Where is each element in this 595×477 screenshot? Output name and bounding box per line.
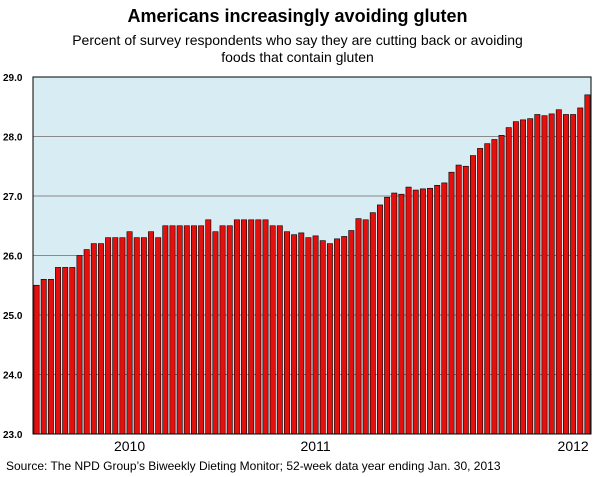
chart-title: Americans increasingly avoiding gluten xyxy=(127,6,468,26)
bar xyxy=(512,121,519,435)
bar xyxy=(212,231,219,435)
bar xyxy=(40,278,47,435)
bar xyxy=(570,114,577,435)
bar xyxy=(248,219,255,435)
bar xyxy=(241,219,247,435)
bar xyxy=(470,155,476,435)
bar xyxy=(362,219,369,435)
x-tick-label: 2012 xyxy=(558,438,589,454)
bar xyxy=(491,139,498,435)
subtitle-line-2: foods that contain gluten xyxy=(221,49,374,65)
bar xyxy=(462,165,469,435)
bar xyxy=(484,143,491,435)
y-tick-label: 29.0 xyxy=(3,73,23,84)
bar xyxy=(112,237,119,435)
bar xyxy=(427,187,433,435)
x-tick-label: 2010 xyxy=(114,438,145,454)
bar xyxy=(584,94,591,435)
bar xyxy=(83,249,90,435)
bar xyxy=(126,231,133,435)
bar xyxy=(348,230,355,435)
y-tick-label: 28.0 xyxy=(3,133,23,144)
bar xyxy=(384,196,391,435)
bar xyxy=(205,219,212,435)
plot-frame xyxy=(32,76,592,435)
bar xyxy=(105,237,112,435)
bar xyxy=(119,237,126,435)
bar xyxy=(319,240,326,435)
bar xyxy=(369,212,376,435)
y-tick-label: 24.0 xyxy=(3,371,23,382)
bar xyxy=(520,119,526,435)
y-tick-label: 25.0 xyxy=(3,311,23,322)
bar xyxy=(419,188,426,435)
source-note: Source: The NPD Group’s Biweekly Dieting… xyxy=(6,459,501,473)
bar xyxy=(312,235,319,435)
y-axis: 23.0 24.0 25.0 26.0 27.0 28.0 29.0 xyxy=(3,73,23,441)
bar xyxy=(262,219,269,435)
bar xyxy=(169,225,176,435)
bar xyxy=(355,218,362,435)
bar xyxy=(191,225,197,435)
bar xyxy=(334,238,340,435)
x-axis: 2010 2011 2012 xyxy=(114,438,589,454)
bar xyxy=(527,118,534,435)
bar xyxy=(391,192,398,435)
bar xyxy=(198,225,205,435)
bar xyxy=(534,114,541,435)
bar xyxy=(69,267,76,435)
bar xyxy=(140,237,147,435)
bar xyxy=(477,148,484,435)
bar xyxy=(563,114,569,435)
bar xyxy=(133,237,140,435)
bar xyxy=(441,182,448,435)
bar xyxy=(276,225,283,435)
bar xyxy=(434,184,441,435)
y-tick-label: 27.0 xyxy=(3,192,23,203)
chart-subtitle: Percent of survey respondents who say th… xyxy=(60,32,535,66)
bar xyxy=(505,127,512,435)
bar xyxy=(326,243,333,435)
gridlines xyxy=(33,136,591,375)
bar xyxy=(98,243,104,435)
bar xyxy=(155,237,162,435)
bar xyxy=(55,267,61,435)
bar xyxy=(284,231,290,435)
bar xyxy=(255,219,262,435)
bar xyxy=(76,255,83,435)
bar xyxy=(405,186,412,435)
y-tick-label: 26.0 xyxy=(3,252,23,263)
bar xyxy=(398,193,405,435)
bar xyxy=(498,135,505,435)
bar xyxy=(47,278,54,435)
bar xyxy=(148,231,154,435)
subtitle-line-1: Percent of survey respondents who say th… xyxy=(72,32,523,48)
bar xyxy=(291,234,298,435)
bar xyxy=(541,115,548,435)
bar xyxy=(162,225,169,435)
y-tick-label: 23.0 xyxy=(3,430,23,441)
bar xyxy=(548,113,555,435)
bar xyxy=(455,164,462,435)
bar xyxy=(412,189,419,435)
bar xyxy=(305,237,312,435)
bar xyxy=(33,284,40,435)
bar xyxy=(377,204,383,435)
bar xyxy=(269,225,276,435)
bar xyxy=(183,225,190,435)
bar xyxy=(341,236,348,435)
bar xyxy=(233,219,240,435)
bar xyxy=(176,225,183,435)
bar xyxy=(62,267,69,435)
x-tick-label: 2011 xyxy=(301,438,331,454)
bar xyxy=(298,232,305,435)
bar xyxy=(555,109,562,435)
bar xyxy=(90,243,97,435)
bar xyxy=(448,171,455,435)
bar xyxy=(577,107,584,435)
bar xyxy=(219,225,226,435)
bar xyxy=(226,225,233,435)
